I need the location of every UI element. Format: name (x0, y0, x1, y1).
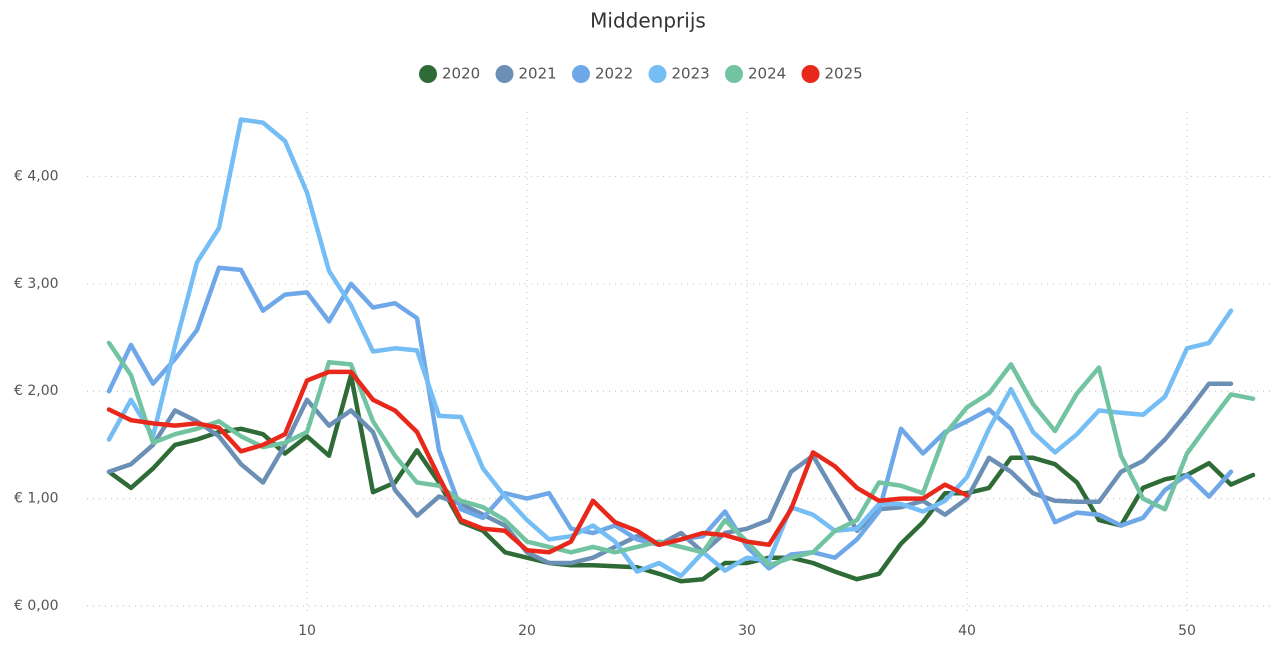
y-tick-label: € 1,00 (14, 491, 59, 507)
series-line (106, 340, 1256, 568)
x-tick-label: 40 (958, 623, 976, 639)
x-tick-label: 10 (298, 623, 316, 639)
grid: € 0,00 € 1,00 € 2,00 € 3,00 € 4,00 10 20 30 40 50 (14, 112, 1275, 639)
legend-swatch (801, 65, 820, 83)
legend-swatch (495, 65, 514, 83)
legend-label: 2025 (825, 65, 863, 83)
legend: 2020 2021 2022 2023 2024 2025 (419, 65, 863, 83)
legend-label: 2024 (748, 65, 786, 83)
legend-swatch (572, 65, 590, 83)
legend-label: 2023 (672, 65, 710, 83)
y-tick-label: € 3,00 (14, 276, 59, 292)
chart-title: Middenprijs (590, 9, 706, 33)
legend-swatch (419, 65, 437, 83)
series-line (106, 369, 970, 555)
y-tick-label: € 4,00 (14, 168, 59, 184)
x-tick-label: 50 (1178, 623, 1196, 639)
legend-swatch (725, 65, 743, 83)
x-tick-label: 20 (518, 623, 536, 639)
series-line (106, 372, 1256, 584)
y-tick-label: € 2,00 (14, 383, 59, 399)
x-tick-label: 30 (738, 623, 756, 639)
y-tick-label: € 0,00 (14, 598, 59, 614)
legend-label: 2020 (442, 65, 480, 83)
legend-label: 2021 (519, 65, 557, 83)
legend-label: 2022 (595, 65, 633, 83)
lines (106, 117, 1256, 584)
legend-swatch (648, 65, 667, 83)
series-line (106, 117, 1234, 579)
